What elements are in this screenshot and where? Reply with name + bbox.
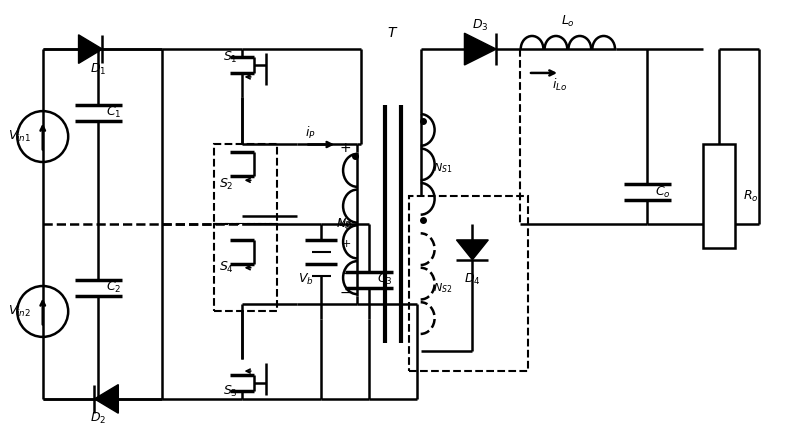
Text: $+$: $+$: [341, 238, 351, 250]
Text: $i_{Lo}$: $i_{Lo}$: [552, 77, 567, 93]
Text: $D_1$: $D_1$: [90, 61, 106, 77]
Text: $N_{S2}$: $N_{S2}$: [433, 281, 452, 294]
Text: $N_P$: $N_P$: [337, 216, 353, 232]
Text: $-$: $-$: [341, 267, 351, 277]
Text: $+$: $+$: [339, 142, 351, 155]
Text: $C_2$: $C_2$: [106, 280, 122, 295]
Polygon shape: [457, 240, 488, 260]
Text: $S_3$: $S_3$: [223, 383, 238, 399]
Polygon shape: [78, 35, 102, 64]
Polygon shape: [94, 384, 118, 413]
Text: $S_2$: $S_2$: [219, 177, 234, 192]
Text: $v_P$: $v_P$: [337, 217, 352, 231]
Bar: [214, 224, 278, 311]
Bar: [703, 145, 735, 248]
Text: $V_{in1}$: $V_{in1}$: [7, 129, 30, 144]
Text: $T$: $T$: [387, 26, 398, 40]
Text: $i_P$: $i_P$: [306, 125, 316, 141]
Text: $V_{in2}$: $V_{in2}$: [8, 304, 30, 319]
Bar: [214, 145, 278, 224]
Polygon shape: [465, 33, 496, 65]
Text: $R_o$: $R_o$: [743, 189, 758, 204]
Text: $S_4$: $S_4$: [218, 260, 234, 275]
Text: $-$: $-$: [339, 284, 351, 298]
Text: $S_1$: $S_1$: [223, 49, 238, 65]
Text: $N_{S1}$: $N_{S1}$: [433, 161, 452, 175]
Text: $D_3$: $D_3$: [472, 17, 489, 33]
Text: $L_o$: $L_o$: [561, 14, 575, 29]
Bar: [409, 196, 528, 371]
Text: $D_2$: $D_2$: [90, 411, 106, 426]
Text: $C_3$: $C_3$: [377, 272, 393, 287]
Text: $V_b$: $V_b$: [298, 272, 314, 287]
Text: $C_1$: $C_1$: [106, 105, 122, 120]
Text: $C_o$: $C_o$: [655, 185, 671, 200]
Text: $D_4$: $D_4$: [464, 272, 481, 287]
